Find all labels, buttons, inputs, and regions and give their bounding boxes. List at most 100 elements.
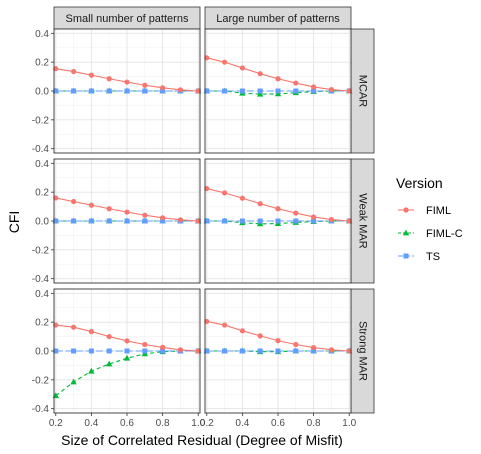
data-point-ts xyxy=(311,348,317,354)
data-point-fiml xyxy=(177,87,184,93)
y-tick-label: 0.4 xyxy=(35,29,49,40)
strip-row-strong-mar: Strong MAR xyxy=(350,288,375,414)
x-tick-label: 0.2 xyxy=(49,418,63,429)
series-fiml xyxy=(204,55,352,94)
axes-layer: -0.4 -0.2 0.0 0.2 0.4 -0.4 -0.2 0.0 0.2 0.4 -0.4 -0… xyxy=(32,29,357,429)
data-point-ts xyxy=(88,348,94,354)
data-point-fiml xyxy=(275,206,281,212)
panel-mcar-large-number-of-patterns xyxy=(203,28,353,154)
data-point-fiml xyxy=(346,218,352,224)
data-point-fiml xyxy=(293,80,299,86)
strip-col-label: Small number of patterns xyxy=(66,13,189,25)
data-point-ts xyxy=(257,218,263,224)
y-tick-label: 0.2 xyxy=(35,318,49,329)
data-point-fiml xyxy=(221,190,228,196)
data-point-fiml xyxy=(293,341,299,348)
data-point-fiml xyxy=(124,79,130,85)
panel-mcar-small-number-of-patterns xyxy=(52,28,202,154)
x-tick-label: 0.8 xyxy=(156,418,170,429)
y-tick-label: 0.2 xyxy=(35,188,49,199)
data-point-fiml xyxy=(195,88,201,94)
data-point-ts xyxy=(222,88,228,94)
data-point-fiml xyxy=(53,322,59,328)
x-tick-label: 0.8 xyxy=(307,418,321,429)
data-point-fiml-c xyxy=(256,90,264,97)
data-point-ts xyxy=(239,88,245,94)
data-point-ts xyxy=(124,218,130,224)
data-point-fiml xyxy=(70,324,77,330)
data-point-fiml-c xyxy=(105,360,113,367)
data-point-fiml xyxy=(257,333,263,339)
data-point-ts xyxy=(160,348,166,354)
data-point-ts xyxy=(124,348,130,354)
strip-col-small-number-of-patterns: Small number of patterns xyxy=(53,6,201,30)
data-point-fiml xyxy=(257,71,263,77)
data-point-ts xyxy=(71,88,77,94)
series-fiml xyxy=(53,195,201,224)
y-tick-label: -0.2 xyxy=(32,115,50,126)
data-point-fiml xyxy=(346,88,352,94)
y-tick-label: 0.4 xyxy=(35,159,49,170)
strip-row-label: MCAR xyxy=(357,75,369,107)
data-point-ts xyxy=(257,88,263,94)
panel-strong-mar-small-number-of-patterns xyxy=(52,288,202,414)
legend-label: FIML-C xyxy=(426,228,463,240)
data-point-ts xyxy=(160,218,166,224)
data-point-ts xyxy=(222,218,228,224)
data-point-fiml xyxy=(195,348,201,354)
data-point-ts xyxy=(204,218,210,224)
data-point-fiml xyxy=(106,76,112,82)
y-tick-label: 0.0 xyxy=(35,347,49,358)
data-point-fiml xyxy=(239,195,245,201)
data-point-fiml xyxy=(88,202,94,208)
data-point-fiml-c xyxy=(123,354,131,361)
data-point-ts xyxy=(222,348,228,354)
strip-row-weak-mar: Weak MAR xyxy=(350,158,375,284)
data-point-ts xyxy=(106,88,112,94)
legend-key-square-icon xyxy=(403,253,409,259)
data-point-ts xyxy=(53,218,59,224)
panel-strong-mar-large-number-of-patterns xyxy=(203,288,353,414)
series-line-fiml-c xyxy=(55,350,199,397)
legend-key-circle-icon xyxy=(403,207,409,213)
panels-layer: Small number of patterns Large number of … xyxy=(52,6,375,414)
data-point-ts xyxy=(257,348,263,354)
y-tick-label: -0.2 xyxy=(32,375,50,386)
data-point-ts xyxy=(53,88,59,94)
data-point-fiml xyxy=(160,85,166,91)
data-point-ts xyxy=(275,88,281,94)
x-tick-label: 1.0 xyxy=(342,418,356,429)
data-point-ts xyxy=(124,88,130,94)
x-tick-label: 0.2 xyxy=(200,418,214,429)
data-point-ts xyxy=(106,348,112,354)
strip-row-mcar: MCAR xyxy=(350,28,375,154)
data-point-fiml xyxy=(204,55,210,61)
data-point-ts xyxy=(160,88,166,94)
data-point-fiml xyxy=(177,347,184,353)
legend-key-triangle-icon xyxy=(402,229,410,236)
y-tick-label: -0.4 xyxy=(32,144,50,155)
data-point-fiml xyxy=(275,338,281,344)
data-point-fiml xyxy=(142,341,148,348)
data-point-fiml xyxy=(142,212,148,218)
y-tick-label: 0.2 xyxy=(35,58,49,69)
data-point-fiml xyxy=(328,216,335,223)
data-point-fiml xyxy=(328,347,335,353)
y-tick-label: -0.4 xyxy=(32,274,50,285)
data-point-fiml xyxy=(142,82,148,88)
data-point-fiml-c xyxy=(70,378,77,385)
y-tick-label: 0.0 xyxy=(35,217,49,228)
data-point-fiml xyxy=(204,185,210,192)
data-point-ts xyxy=(106,218,112,224)
x-axis-title: Size of Correlated Residual (Degree of M… xyxy=(61,432,343,448)
data-point-fiml xyxy=(221,322,228,328)
y-tick-label: 0.4 xyxy=(35,289,49,300)
y-tick-label: -0.4 xyxy=(32,404,50,415)
strip-col-large-number-of-patterns: Large number of patterns xyxy=(204,6,352,30)
x-tick-label: 0.4 xyxy=(84,418,98,429)
data-point-ts xyxy=(71,348,77,354)
data-point-ts xyxy=(142,88,148,94)
y-tick-label: 0.0 xyxy=(35,87,49,98)
data-point-fiml xyxy=(311,344,317,351)
